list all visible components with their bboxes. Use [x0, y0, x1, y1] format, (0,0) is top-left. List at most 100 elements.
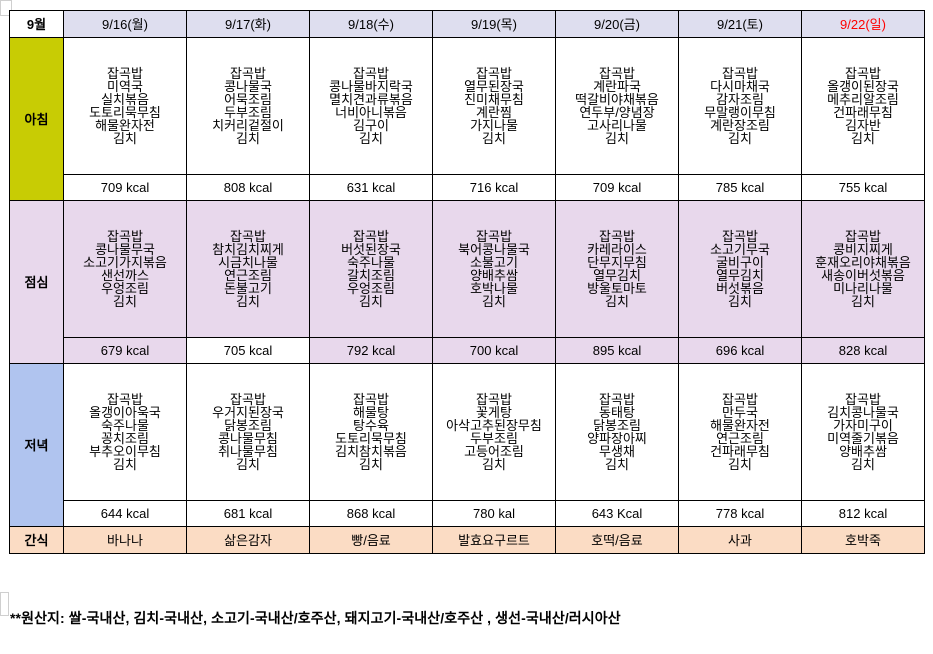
dish-item: 고사리나물: [587, 118, 647, 133]
menu-cell: 잡곡밥 만두국 해물완자전 연근조림 건파래무침 김치: [678, 363, 802, 501]
dish-item: 김치: [359, 457, 383, 472]
menu-cell: 잡곡밥 우거지된장국 닭봉조림 콩나물무침 취나물무침 김치: [186, 363, 310, 501]
dish-item: 단무지무침: [587, 255, 647, 270]
weekly-meal-plan-table: 9월 9/16(월) 9/17(화) 9/18(수) 9/19(목) 9/20(금) 9/2…: [9, 10, 925, 554]
kcal-cell: 792 kcal: [309, 337, 433, 364]
dish-item: 훈재오리야채볶음: [815, 255, 911, 270]
dish-item: 실치볶음: [101, 92, 149, 107]
dish-item: 다시마채국: [710, 79, 770, 94]
kcal-cell: 868 kcal: [309, 500, 433, 527]
dish-item: 굴비구이: [716, 255, 764, 270]
dish-item: 참치김치찌게: [212, 242, 284, 257]
dish-item: 잡곡밥: [476, 66, 512, 81]
kcal-cell: 895 kcal: [555, 337, 679, 364]
dish-item: 김자반: [845, 118, 881, 133]
menu-cell: 잡곡밥 꽃게탕 아삭고추된장무침 두부조림 고등어조림 김치: [432, 363, 556, 501]
dish-item: 미역줄기볶음: [827, 431, 899, 446]
dish-item: 돈불고기: [224, 281, 272, 296]
kcal-cell: 778 kcal: [678, 500, 802, 527]
dish-item: 잡곡밥: [476, 229, 512, 244]
snack-cell: 호박죽: [801, 526, 925, 554]
dish-item: 잡곡밥: [476, 392, 512, 407]
dish-item: 잡곡밥: [353, 392, 389, 407]
kcal-cell: 644 kcal: [63, 500, 187, 527]
menu-cell: 잡곡밥 올갱이된장국 메추리알조림 건파래무침 김자반 김치: [801, 37, 925, 175]
dish-item: 잡곡밥: [107, 229, 143, 244]
dish-item: 콩비지찌게: [833, 242, 893, 257]
dish-item: 김치: [482, 457, 506, 472]
menu-cell: 잡곡밥 버섯된장국 숙주나물 갈치조림 우엉조림 김치: [309, 200, 433, 338]
dish-item: 미나리나물: [833, 281, 893, 296]
dish-item: 떡갈비야채볶음: [575, 92, 659, 107]
dish-item: 잡곡밥: [845, 66, 881, 81]
dish-item: 메추리알조림: [827, 92, 899, 107]
dish-item: 가자미구이: [833, 418, 893, 433]
dish-item: 소고기무국: [710, 242, 770, 257]
menu-cell: 잡곡밥 북어콩나물국 소불고기 양배추쌈 호박나물 김치: [432, 200, 556, 338]
kcal-cell: 780 kal: [432, 500, 556, 527]
dish-item: 김치: [236, 131, 260, 146]
dish-item: 콩나물무국: [95, 242, 155, 257]
dish-item: 연근조림: [716, 431, 764, 446]
snack-cell: 사과: [678, 526, 802, 554]
dish-item: 시금치나물: [218, 255, 278, 270]
kcal-cell: 716 kcal: [432, 174, 556, 201]
kcal-cell: 785 kcal: [678, 174, 802, 201]
menu-cell: 잡곡밥 동태탕 닭봉조림 양파장아찌 무생채 김치: [555, 363, 679, 501]
dish-item: 김치: [113, 131, 137, 146]
day-header-cell: 9/21(토): [678, 10, 802, 38]
meal-label-snack: 간식: [9, 526, 64, 554]
snack-row: 간식 바나나 삶은감자 빵/음료 발효요구르트 호떡/음료 사과 호박죽: [9, 526, 925, 554]
dish-item: 어묵조림: [224, 92, 272, 107]
dish-item: 김치: [851, 294, 875, 309]
dish-item: 김치: [482, 131, 506, 146]
dish-item: 꽃게탕: [476, 405, 512, 420]
dish-item: 양파장아찌: [587, 431, 647, 446]
day-header-cell: 9/16(월): [63, 10, 187, 38]
dish-item: 북어콩나물국: [458, 242, 530, 257]
kcal-cell: 696 kcal: [678, 337, 802, 364]
dish-item: 계란찜: [476, 105, 512, 120]
kcal-cell: 709 kcal: [63, 174, 187, 201]
kcal-cell: 709 kcal: [555, 174, 679, 201]
dish-item: 건파래무침: [833, 105, 893, 120]
kcal-cell: 755 kcal: [801, 174, 925, 201]
dish-item: 고등어조림: [464, 444, 524, 459]
meal-row-breakfast: 아침 잡곡밥 미역국 실치볶음 도토리묵무침 해물완자전 김치 잡곡밥 콩나물국 어묵조림 두부조림…: [9, 37, 925, 201]
dish-item: 도토리묵무침: [89, 105, 161, 120]
menu-cell: 잡곡밥 올갱이아욱국 숙주나물 꽁치조림 부추오이무침 김치: [63, 363, 187, 501]
menu-cell: 잡곡밥 해물탕 탕수육 도토리묵무침 김치참치볶음 김치: [309, 363, 433, 501]
day-header-cell: 9/22(일): [801, 10, 925, 38]
kcal-row-breakfast: 709 kcal 808 kcal 631 kcal 716 kcal 709 kcal…: [10, 174, 925, 201]
dish-item: 잡곡밥: [353, 66, 389, 81]
snack-cell: 발효요구르트: [432, 526, 556, 554]
dish-item: 동태탕: [599, 405, 635, 420]
dish-item: 열무된장국: [464, 79, 524, 94]
dish-item: 두부조림: [224, 105, 272, 120]
dish-item: 우엉조림: [101, 281, 149, 296]
dish-item: 올갱이아욱국: [89, 405, 161, 420]
dish-item: 잡곡밥: [722, 229, 758, 244]
dish-item: 양배추쌈: [470, 268, 518, 283]
dish-item: 김치: [851, 457, 875, 472]
day-header-cell: 9/20(금): [555, 10, 679, 38]
dish-item: 계란파국: [593, 79, 641, 94]
dish-item: 소불고기: [470, 255, 518, 270]
dish-item: 잡곡밥: [599, 66, 635, 81]
dish-item: 김치: [605, 294, 629, 309]
dish-item: 숙주나물: [347, 255, 395, 270]
menu-cell: 잡곡밥 소고기무국 굴비구이 열무김치 버섯볶음 김치: [678, 200, 802, 338]
dish-item: 소고기가지볶음: [83, 255, 167, 270]
dish-item: 무생채: [599, 444, 635, 459]
dish-item: 버섯된장국: [341, 242, 401, 257]
kcal-cell: 643 Kcal: [555, 500, 679, 527]
dish-item: 가지나물: [470, 118, 518, 133]
dish-item: 잡곡밥: [107, 66, 143, 81]
snack-cell: 호떡/음료: [555, 526, 679, 554]
dish-item: 잡곡밥: [599, 229, 635, 244]
kcal-cell: 700 kcal: [432, 337, 556, 364]
dish-item: 김치: [359, 131, 383, 146]
dish-item: 우엉조림: [347, 281, 395, 296]
dish-item: 김치: [605, 131, 629, 146]
day-header-cell: 9/18(수): [309, 10, 433, 38]
